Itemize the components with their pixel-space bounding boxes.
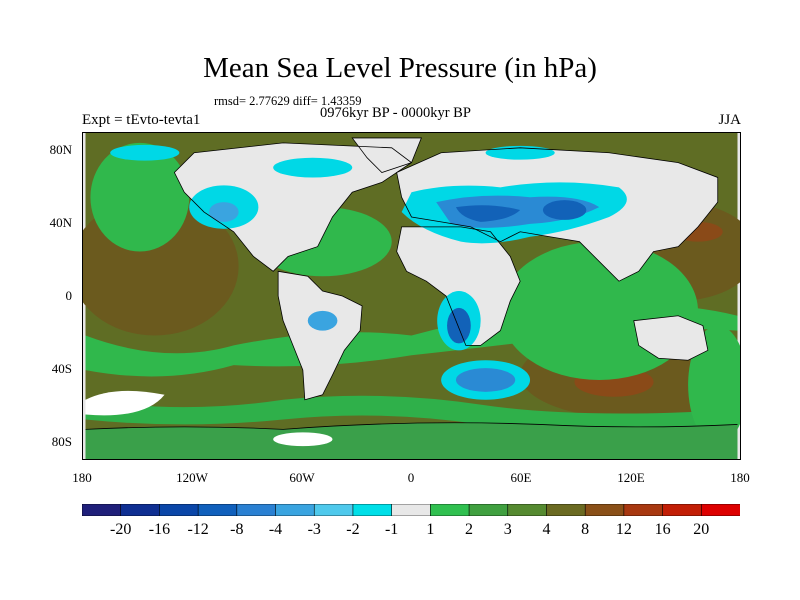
south-atlantic-low-mid <box>455 368 516 392</box>
colorbar-swatch <box>584 504 625 516</box>
australia <box>633 315 708 361</box>
season-label: JJA <box>718 112 741 128</box>
colorbar-swatch <box>82 504 122 516</box>
colorbar-swatch <box>352 504 393 516</box>
y-tick-40s: 40S <box>51 361 72 376</box>
africa <box>396 226 521 346</box>
x-tick-180-east: 180 <box>730 470 750 485</box>
colorbar-label: -20 <box>110 521 132 538</box>
time-range-label: 0976kyr BP - 0000kyr BP <box>320 105 471 121</box>
y-tick-0: 0 <box>65 288 73 303</box>
y-tick-80n: 80N <box>49 142 72 157</box>
coastlines <box>85 137 738 430</box>
map-canvas <box>83 133 740 459</box>
arctic-low-west <box>110 144 180 161</box>
arctic-low-central <box>273 157 353 178</box>
south-pacific-white <box>85 390 165 416</box>
colorbar-swatch <box>662 504 702 516</box>
colorbar-label: 3 <box>503 521 512 538</box>
north-america <box>174 142 412 272</box>
y-tick-40n: 40N <box>49 215 72 230</box>
colorbar-label: -8 <box>230 521 244 538</box>
colorbar-label: 8 <box>581 521 590 538</box>
x-tick-120e: 120E <box>617 470 645 485</box>
rmsd-diff-stats: rmsd= 2.77629 diff= 1.43359 <box>214 94 362 108</box>
colorbar-swatch <box>159 504 199 516</box>
x-tick-60w: 60W <box>289 470 315 485</box>
colorbar <box>82 504 740 516</box>
colorbar-label: -3 <box>307 521 321 538</box>
y-tick-80s: 80S <box>51 434 72 449</box>
colorbar-swatch <box>507 504 548 516</box>
arctic-low-east <box>485 145 555 160</box>
central-asia-low-core <box>542 200 587 220</box>
colorbar-label: -2 <box>346 521 360 538</box>
colorbar-label: -1 <box>384 521 399 538</box>
x-tick-180-west: 180 <box>72 470 92 485</box>
colorbar-label: 4 <box>542 521 551 538</box>
x-tick-0: 0 <box>407 470 415 485</box>
colorbar-swatch <box>430 504 470 516</box>
antarctic-green-band <box>85 395 738 432</box>
colorbar-label: -12 <box>187 521 209 538</box>
colorbar-swatch <box>700 504 740 516</box>
north-america-low-core <box>208 202 239 222</box>
colorbar-swatch <box>546 504 586 516</box>
south-america-low <box>307 310 338 331</box>
colorbar-label: 1 <box>426 521 435 538</box>
colorbar-swatch <box>623 504 664 516</box>
eurasia-low-core <box>455 205 521 222</box>
x-tick-60e: 60E <box>510 470 532 485</box>
colorbar-label: 12 <box>615 521 632 538</box>
colorbar-label: 16 <box>654 521 671 538</box>
colorbar-label: -16 <box>148 521 171 538</box>
colorbar-label: -4 <box>268 521 283 538</box>
experiment-label: Expt = tEvto-tevta1 <box>82 112 201 128</box>
colorbar-swatch <box>275 504 315 516</box>
colorbar-swatch <box>236 504 277 516</box>
colorbar-swatch <box>313 504 354 516</box>
sw-pacific-green <box>688 325 740 445</box>
antarctic-white-patch <box>273 432 333 447</box>
colorbar-label: 2 <box>465 521 474 538</box>
map-title: Mean Sea Level Pressure (in hPa) <box>203 52 597 84</box>
north-pacific-green <box>90 142 190 252</box>
pressure-map <box>82 132 741 460</box>
colorbar-swatch <box>197 504 238 516</box>
colorbar-swatch <box>468 504 509 516</box>
x-tick-120w: 120W <box>176 470 208 485</box>
colorbar-label: 20 <box>693 521 710 538</box>
colorbar-swatch <box>120 504 161 516</box>
colorbar-swatch <box>391 504 431 516</box>
south-america <box>278 271 363 400</box>
southern-africa-low-core <box>447 307 471 344</box>
antarctica <box>85 422 738 459</box>
